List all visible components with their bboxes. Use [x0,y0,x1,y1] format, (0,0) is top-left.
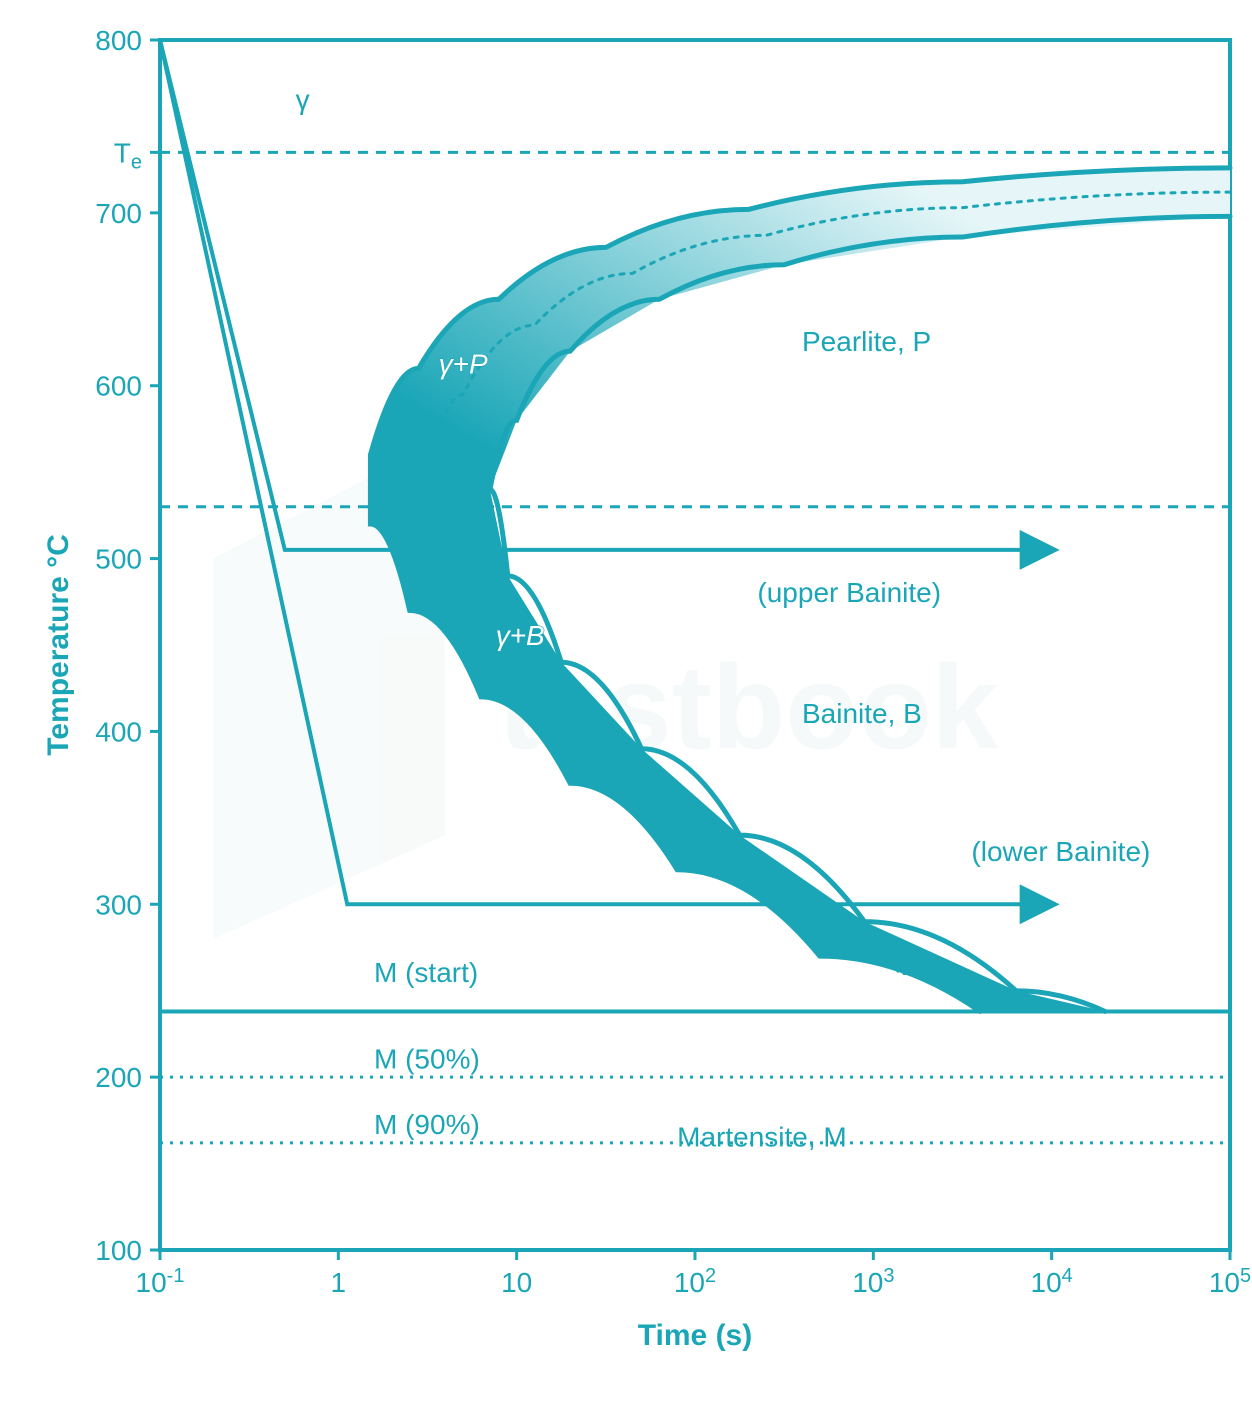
svg-text:300: 300 [95,889,142,920]
svg-text:γ+B: γ+B [496,620,545,651]
svg-text:Te: Te [114,137,142,173]
svg-text:104: 104 [1031,1265,1073,1298]
svg-text:γ: γ [296,84,310,115]
svg-text:102: 102 [674,1265,716,1298]
svg-text:γ+P: γ+P [439,349,488,380]
svg-text:600: 600 [95,371,142,402]
svg-text:700: 700 [95,198,142,229]
svg-text:(lower Bainite): (lower Bainite) [971,836,1150,867]
svg-text:Martensite, M: Martensite, M [677,1121,847,1152]
svg-text:100: 100 [95,1235,142,1266]
svg-text:10: 10 [501,1267,532,1298]
ttt-diagram-svg: testbook100200300400500600700800Te10-111… [20,20,1252,1391]
svg-text:M (50%): M (50%) [374,1044,480,1075]
svg-text:1: 1 [331,1267,347,1298]
ttt-diagram-container: testbook100200300400500600700800Te10-111… [20,20,1252,1391]
svg-text:200: 200 [95,1062,142,1093]
svg-text:Bainite, B: Bainite, B [802,698,922,729]
svg-text:M (start): M (start) [374,957,478,988]
svg-text:10-1: 10-1 [136,1265,185,1298]
svg-text:(upper Bainite): (upper Bainite) [757,577,941,608]
svg-text:500: 500 [95,544,142,575]
svg-text:103: 103 [852,1265,894,1298]
svg-text:Temperature °C: Temperature °C [42,534,75,756]
svg-text:800: 800 [95,25,142,56]
svg-text:400: 400 [95,716,142,747]
svg-text:Pearlite, P: Pearlite, P [802,326,931,357]
svg-text:Time (s): Time (s) [638,1319,752,1352]
svg-text:105: 105 [1209,1265,1251,1298]
svg-text:M (90%): M (90%) [374,1109,480,1140]
